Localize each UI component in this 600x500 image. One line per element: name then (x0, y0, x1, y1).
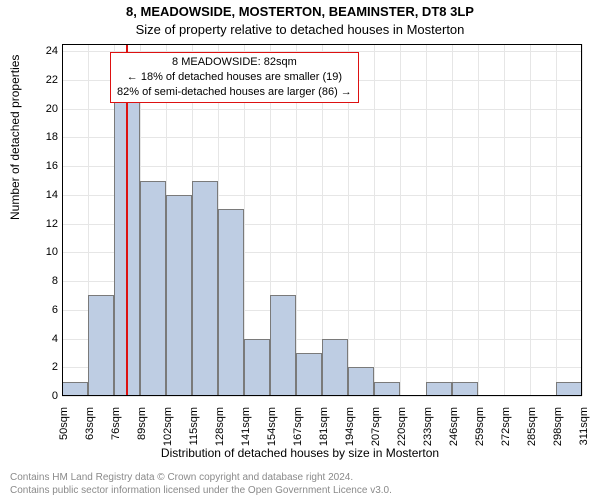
ytick-label: 12 (28, 218, 58, 230)
histogram-bar (244, 339, 270, 396)
xtick-label: 115sqm (188, 407, 200, 457)
footer-line1: Contains HM Land Registry data © Crown c… (10, 472, 392, 485)
gridline-v (478, 44, 479, 396)
ytick-label: 2 (28, 361, 58, 373)
histogram-bar (452, 382, 478, 396)
xtick-label: 285sqm (526, 407, 538, 457)
gridline-v (556, 44, 557, 396)
footer-attribution: Contains HM Land Registry data © Crown c… (10, 472, 392, 497)
xtick-label: 63sqm (84, 407, 96, 457)
histogram-bar (322, 339, 348, 396)
title-sub: Size of property relative to detached ho… (0, 22, 600, 37)
footer-line2: Contains public sector information licen… (10, 485, 392, 498)
ytick-label: 4 (28, 333, 58, 345)
xtick-label: 89sqm (136, 407, 148, 457)
callout-box: 8 MEADOWSIDE: 82sqm ← 18% of detached ho… (110, 52, 359, 103)
histogram-bar (140, 181, 166, 397)
histogram-bar (270, 295, 296, 396)
xtick-label: 194sqm (344, 407, 356, 457)
gridline-v (400, 44, 401, 396)
histogram-bar (296, 353, 322, 396)
histogram-bar (192, 181, 218, 397)
gridline-v (426, 44, 427, 396)
histogram-bar (426, 382, 452, 396)
ytick-label: 6 (28, 304, 58, 316)
ytick-label: 22 (28, 74, 58, 86)
histogram-bar (62, 382, 88, 396)
gridline-v (504, 44, 505, 396)
xtick-label: 272sqm (500, 407, 512, 457)
ytick-label: 0 (28, 390, 58, 402)
ytick-label: 24 (28, 45, 58, 57)
callout-line1: 8 MEADOWSIDE: 82sqm (117, 55, 352, 70)
xtick-label: 102sqm (162, 407, 174, 457)
ytick-label: 14 (28, 189, 58, 201)
xtick-label: 233sqm (422, 407, 434, 457)
xtick-label: 207sqm (370, 407, 382, 457)
xtick-label: 50sqm (58, 407, 70, 457)
xtick-label: 246sqm (448, 407, 460, 457)
xtick-label: 181sqm (318, 407, 330, 457)
histogram-bar (348, 367, 374, 396)
y-axis-label: Number of detached properties (8, 55, 22, 220)
xtick-label: 76sqm (110, 407, 122, 457)
callout-line2: ← 18% of detached houses are smaller (19… (117, 70, 352, 85)
xtick-label: 298sqm (552, 407, 564, 457)
gridline-v (374, 44, 375, 396)
ytick-label: 8 (28, 275, 58, 287)
histogram-bar (166, 195, 192, 396)
ytick-label: 10 (28, 246, 58, 258)
xtick-label: 259sqm (474, 407, 486, 457)
ytick-label: 18 (28, 131, 58, 143)
histogram-bar (88, 295, 114, 396)
xtick-label: 141sqm (240, 407, 252, 457)
xtick-label: 167sqm (292, 407, 304, 457)
xtick-label: 154sqm (266, 407, 278, 457)
ytick-label: 16 (28, 160, 58, 172)
gridline-v (582, 44, 583, 396)
xtick-label: 220sqm (396, 407, 408, 457)
xtick-label: 128sqm (214, 407, 226, 457)
gridline-v (452, 44, 453, 396)
xtick-label: 311sqm (578, 407, 590, 457)
gridline-v (62, 44, 63, 396)
callout-line3: 82% of semi-detached houses are larger (… (117, 85, 352, 100)
histogram-bar (374, 382, 400, 396)
histogram-bar (556, 382, 582, 396)
histogram-bar (218, 209, 244, 396)
gridline-v (530, 44, 531, 396)
ytick-label: 20 (28, 103, 58, 115)
gridline-h (62, 396, 582, 397)
title-main: 8, MEADOWSIDE, MOSTERTON, BEAMINSTER, DT… (0, 4, 600, 19)
chart-container: 8, MEADOWSIDE, MOSTERTON, BEAMINSTER, DT… (0, 0, 600, 500)
